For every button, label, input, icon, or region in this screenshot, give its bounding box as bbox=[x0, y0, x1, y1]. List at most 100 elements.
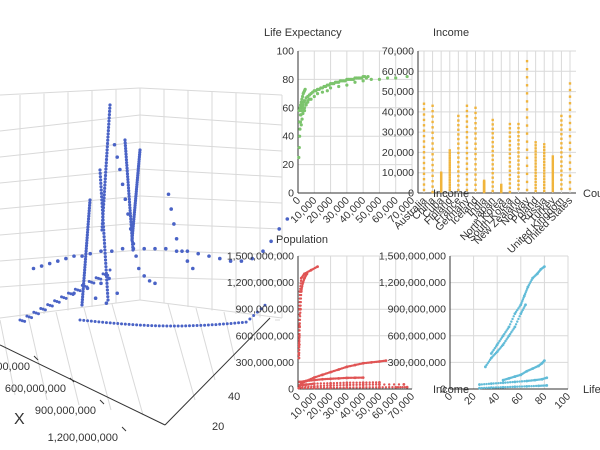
data-point bbox=[87, 214, 91, 218]
data-point bbox=[221, 322, 225, 326]
data-point bbox=[105, 281, 109, 285]
data-point bbox=[184, 324, 188, 328]
data-point bbox=[93, 320, 97, 324]
data-point bbox=[137, 157, 141, 161]
data-point bbox=[115, 155, 119, 159]
wall-gridline bbox=[139, 222, 283, 230]
floor-gridline bbox=[0, 319, 16, 396]
data-point bbox=[504, 331, 507, 334]
y-tick-label: 0 bbox=[288, 188, 294, 200]
data-point bbox=[125, 166, 129, 170]
data-point bbox=[332, 384, 336, 387]
data-point bbox=[431, 163, 434, 167]
data-point bbox=[129, 220, 133, 224]
chart-title: Life Expectancy bbox=[264, 27, 342, 39]
data-point bbox=[431, 180, 434, 183]
data-point bbox=[311, 379, 314, 382]
data-point bbox=[500, 344, 504, 348]
data-point bbox=[299, 282, 302, 285]
data-point bbox=[136, 171, 140, 175]
data-point bbox=[457, 156, 460, 159]
data-point bbox=[465, 109, 469, 113]
data-point bbox=[422, 161, 426, 165]
data-point bbox=[107, 122, 111, 126]
data-point bbox=[337, 84, 341, 89]
data-point bbox=[72, 254, 76, 258]
data-point bbox=[339, 386, 342, 389]
data-point bbox=[88, 198, 92, 202]
data-point bbox=[431, 185, 434, 188]
wall-gridline bbox=[0, 249, 141, 262]
y-tick-label: 40,000 bbox=[382, 106, 414, 118]
data-point bbox=[422, 124, 426, 127]
x-axis-label: X bbox=[14, 411, 25, 428]
data-point bbox=[99, 185, 103, 189]
data-point bbox=[81, 287, 85, 291]
income-country-panel: 0 10,000 20,000 30,000 40,000 50,000 60,000 70,… bbox=[382, 27, 600, 256]
data-point bbox=[448, 188, 451, 192]
data-point bbox=[378, 385, 381, 389]
data-point bbox=[396, 386, 400, 389]
data-point bbox=[525, 100, 529, 103]
data-point bbox=[535, 273, 538, 276]
data-point bbox=[391, 386, 394, 389]
data-point bbox=[80, 300, 84, 304]
data-point bbox=[491, 180, 494, 184]
data-point bbox=[560, 123, 563, 127]
data-point bbox=[568, 88, 572, 92]
data-point bbox=[474, 168, 477, 171]
data-point bbox=[543, 384, 547, 387]
data-point bbox=[358, 383, 362, 386]
data-point bbox=[493, 347, 497, 350]
data-point bbox=[71, 293, 75, 297]
data-point bbox=[525, 180, 529, 184]
scatter3d-panel[interactable]: 90,000,000 600,000,000 900,000,000 1,200,00… bbox=[0, 87, 290, 444]
data-point bbox=[518, 380, 521, 383]
data-point bbox=[431, 126, 434, 129]
data-point bbox=[465, 120, 469, 123]
data-point bbox=[100, 195, 104, 199]
data-point bbox=[120, 246, 125, 251]
data-point bbox=[297, 386, 301, 390]
data-point bbox=[485, 363, 488, 367]
data-point bbox=[431, 136, 434, 140]
data-point bbox=[374, 386, 378, 389]
data-point bbox=[261, 249, 265, 253]
data-point bbox=[259, 307, 263, 311]
data-point bbox=[345, 381, 349, 385]
data-point bbox=[83, 284, 87, 288]
y-tick-label: 1,500,000,000 bbox=[227, 251, 294, 263]
data-point bbox=[53, 299, 57, 303]
data-point bbox=[304, 101, 308, 106]
data-point bbox=[560, 128, 563, 131]
data-point bbox=[543, 151, 546, 155]
data-point bbox=[297, 109, 301, 113]
data-point bbox=[457, 165, 460, 169]
data-point bbox=[104, 157, 109, 162]
data-point bbox=[298, 336, 301, 339]
data-point bbox=[319, 378, 322, 381]
wall-gridline bbox=[139, 168, 283, 178]
data-point bbox=[154, 324, 158, 328]
data-point bbox=[474, 173, 477, 176]
data-point bbox=[66, 291, 70, 295]
data-point bbox=[517, 171, 520, 174]
data-point bbox=[298, 332, 301, 336]
data-point bbox=[465, 130, 469, 134]
data-point bbox=[142, 323, 146, 327]
data-point bbox=[105, 151, 109, 155]
data-point bbox=[345, 83, 349, 87]
data-point bbox=[560, 119, 563, 122]
data-point bbox=[94, 276, 98, 280]
data-point bbox=[368, 361, 371, 364]
data-point bbox=[301, 283, 304, 286]
data-point bbox=[489, 382, 493, 386]
data-point bbox=[130, 238, 134, 242]
data-point bbox=[298, 127, 302, 131]
data-point bbox=[87, 211, 91, 216]
data-point bbox=[352, 386, 355, 389]
y-tick-label: 300,000,000 bbox=[388, 357, 447, 369]
data-point bbox=[551, 189, 555, 193]
data-point bbox=[508, 186, 512, 189]
